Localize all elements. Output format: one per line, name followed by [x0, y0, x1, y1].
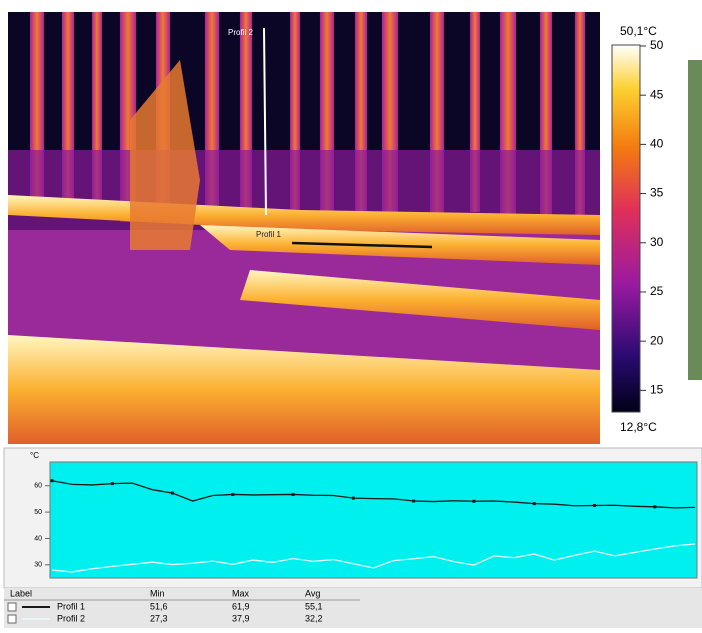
plot-area	[50, 462, 697, 578]
scale-tick-label: 30	[650, 235, 664, 249]
y-tick-label: 40	[34, 535, 42, 542]
table-cell: 27,3	[150, 613, 168, 623]
table-cell: 32,2	[305, 613, 323, 623]
profile-marker	[412, 500, 415, 503]
scale-tick-label: 25	[650, 284, 664, 298]
table-header: Min	[150, 588, 165, 598]
scale-tick-label: 50	[650, 38, 664, 52]
table-cell: 37,9	[232, 613, 250, 623]
y-tick-label: 30	[34, 562, 42, 569]
stats-table	[4, 588, 702, 628]
scale-tick-label: 15	[650, 383, 664, 397]
profile-marker	[472, 500, 475, 503]
photo-edge	[688, 60, 702, 380]
thermal-image: Profil 2 Profil 1	[8, 12, 600, 444]
row-check	[8, 615, 16, 623]
table-cell: Profil 2	[57, 613, 85, 623]
scale-tick-label: 35	[650, 186, 664, 200]
scale-tick-label: 20	[650, 333, 664, 347]
scale-max-label: 50,1°C	[620, 24, 657, 38]
table-header: Max	[232, 588, 250, 598]
y-tick-label: 50	[34, 509, 42, 516]
profile-marker	[533, 502, 536, 505]
scale-tick-label: 45	[650, 87, 664, 101]
profile-marker	[231, 493, 234, 496]
profile-marker	[111, 482, 114, 485]
profile-marker	[653, 505, 656, 508]
profile-marker	[593, 504, 596, 507]
table-cell: 61,9	[232, 601, 250, 611]
table-header: Label	[10, 588, 32, 598]
profile-label: Profil 1	[256, 230, 281, 239]
profile-marker	[352, 497, 355, 500]
table-cell: 55,1	[305, 601, 323, 611]
y-axis-label: °C	[30, 451, 39, 460]
profile-label: Profil 2	[228, 28, 253, 37]
screen: Profil 2 Profil 1 50,1°C 12,8°C °C 15 20 2…	[0, 0, 702, 628]
y-tick-label: 60	[34, 483, 42, 490]
scale-min-label: 12,8°C	[620, 420, 657, 434]
profile-marker	[171, 492, 174, 495]
row-check	[8, 603, 16, 611]
table-cell: 51,6	[150, 601, 168, 611]
page: Profil 2 Profil 1 50,1°C 12,8°C °C 15 20 2…	[0, 0, 702, 628]
profile-marker	[292, 493, 295, 496]
color-scale-bar	[612, 45, 640, 412]
profile-marker	[51, 479, 54, 482]
scale-tick-label: 40	[650, 137, 664, 151]
table-cell: Profil 1	[57, 601, 85, 611]
table-header: Avg	[305, 588, 320, 598]
